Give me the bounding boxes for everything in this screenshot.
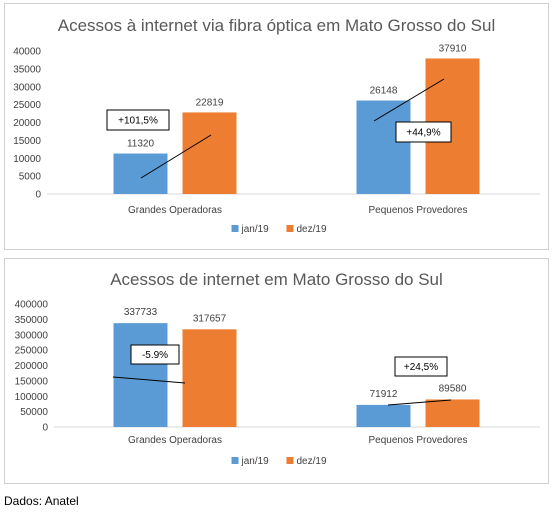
source-note: Dados: Anatel — [4, 494, 79, 508]
category-label: Grandes Operadoras — [128, 435, 222, 446]
chart-internet-panel: Acessos de internet em Mato Grosso do Su… — [4, 258, 549, 484]
data-label: 37910 — [439, 43, 467, 54]
y-tick-label: 200000 — [15, 361, 49, 372]
legend-label: jan/19 — [241, 456, 270, 467]
trend-line — [387, 399, 452, 406]
legend-swatch-jan-19 — [231, 457, 239, 464]
legend-swatch-dez-19 — [286, 457, 294, 464]
bar-jan-19-grandes — [113, 323, 168, 427]
category-label: Pequenos Provedores — [369, 435, 468, 446]
bar-dez-19-pequenos — [425, 399, 480, 427]
y-tick-label: 25000 — [13, 100, 41, 111]
data-label: 11320 — [127, 139, 155, 150]
chart-fibra-panel: Acessos à internet via fibra óptica em M… — [4, 3, 549, 250]
y-tick-label: 350000 — [15, 315, 49, 326]
annotation-label: +44,9% — [406, 128, 440, 139]
chart-internet: Acessos de internet em Mato Grosso do Su… — [15, 270, 540, 467]
annotation-box — [395, 121, 452, 143]
y-tick-label: 20000 — [13, 118, 41, 129]
bar-jan-19-pequenos — [356, 100, 411, 194]
data-label: 337733 — [124, 307, 158, 318]
y-tick-label: 15000 — [13, 136, 41, 147]
y-tick-label: 0 — [35, 190, 41, 201]
y-tick-label: 100000 — [15, 392, 49, 403]
category-label: Grandes Operadoras — [128, 205, 222, 216]
category-label: Pequenos Provedores — [369, 205, 468, 216]
y-tick-label: 30000 — [13, 82, 41, 93]
annotation-label: +101,5% — [118, 116, 158, 127]
trend-line — [112, 376, 186, 384]
y-tick-label: 250000 — [15, 346, 49, 357]
y-tick-label: 40000 — [13, 47, 41, 58]
legend-swatch-jan-19 — [231, 225, 239, 232]
bar-dez-19-grandes — [182, 329, 237, 427]
annotation-box — [106, 109, 170, 131]
data-label: 317657 — [193, 313, 227, 324]
annotation-box — [130, 344, 180, 365]
bar-jan-19-grandes — [113, 153, 168, 194]
y-tick-label: 35000 — [13, 64, 41, 75]
legend-label: dez/19 — [297, 224, 327, 235]
trend-line — [140, 134, 212, 179]
data-label: 71912 — [370, 389, 398, 400]
legend-label: dez/19 — [297, 456, 327, 467]
y-tick-label: 5000 — [19, 172, 42, 183]
y-tick-label: 400000 — [15, 300, 49, 311]
y-tick-label: 0 — [42, 423, 48, 434]
legend-label: jan/19 — [241, 224, 270, 235]
chart-title: Acessos de internet em Mato Grosso do Su… — [110, 270, 443, 289]
bar-jan-19-pequenos — [356, 404, 411, 427]
annotation-label: -5.9% — [142, 350, 168, 361]
data-label: 22819 — [196, 97, 224, 108]
chart-fibra: Acessos à internet via fibra óptica em M… — [13, 16, 540, 235]
bar-dez-19-grandes — [182, 112, 237, 194]
chart-title: Acessos à internet via fibra óptica em M… — [58, 16, 495, 35]
annotation-box — [394, 356, 448, 377]
annotation-label: +24,5% — [404, 362, 438, 373]
trend-line — [373, 78, 445, 122]
y-tick-label: 150000 — [15, 376, 49, 387]
legend-swatch-dez-19 — [286, 225, 294, 232]
y-tick-label: 10000 — [13, 154, 41, 165]
data-label: 89580 — [439, 383, 467, 394]
y-tick-label: 50000 — [20, 407, 48, 418]
data-label: 26148 — [370, 86, 398, 97]
y-tick-label: 300000 — [15, 330, 49, 341]
